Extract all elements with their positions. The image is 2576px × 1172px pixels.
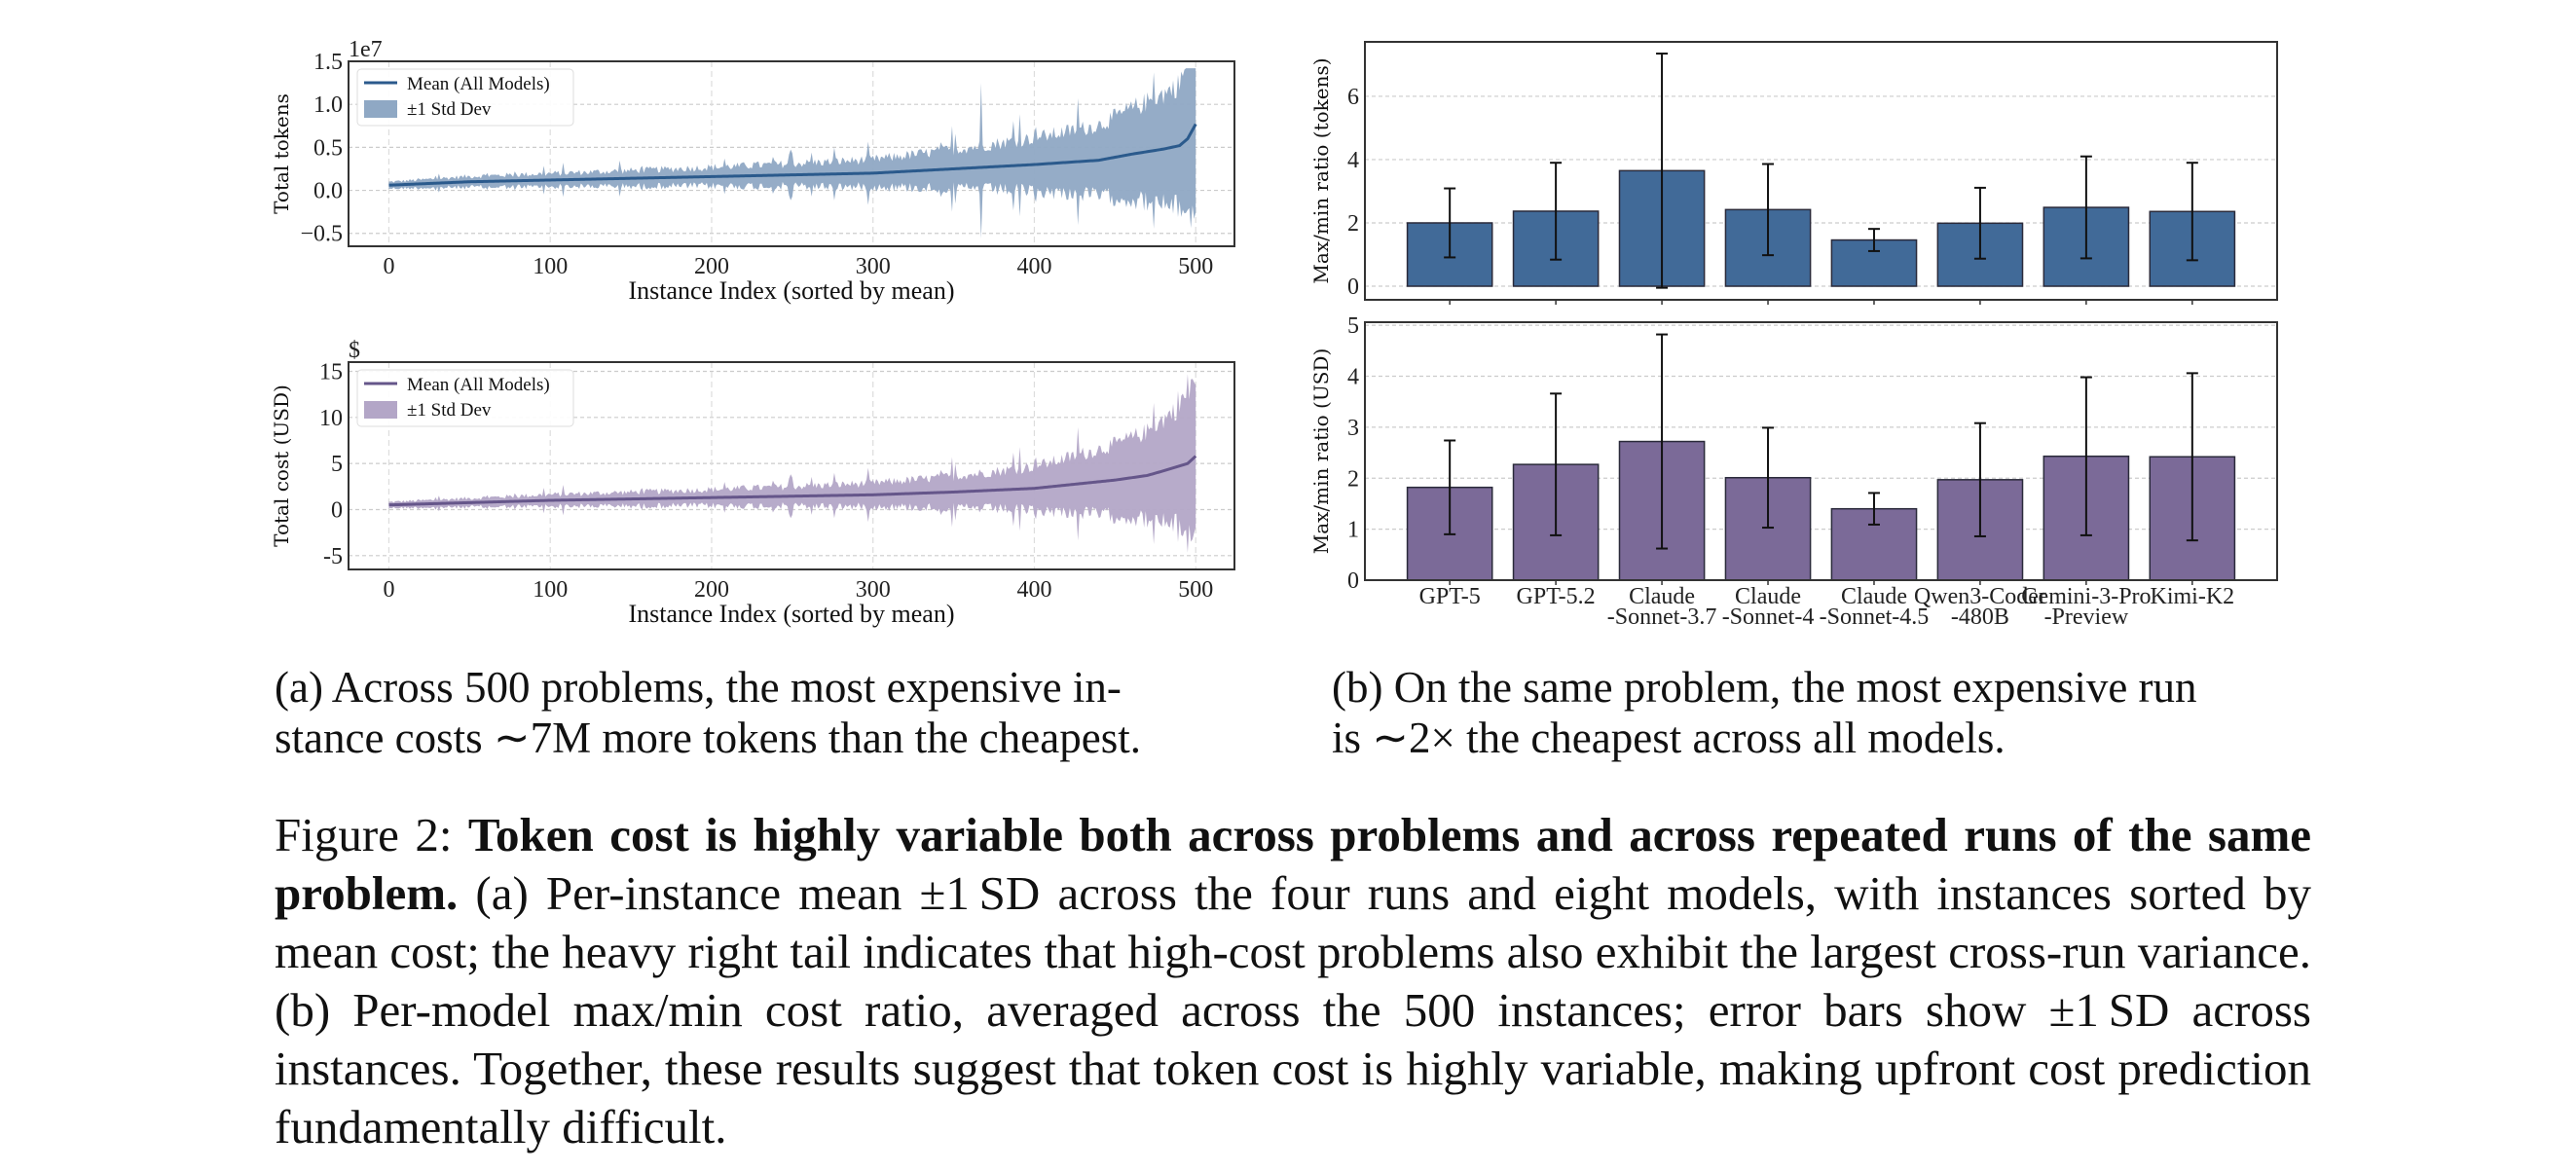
legend: Mean (All Models) ±1 Std Dev [356,369,574,427]
subcaption-b-line1: (b) On the same problem, the most expens… [1332,663,2197,712]
legend: Mean (All Models) ±1 Std Dev [356,68,574,127]
legend-label-std: ±1 Std Dev [407,99,492,120]
y-tick-label: 1.0 [313,92,343,118]
y-tick-label: 0.0 [313,179,343,204]
x-tick-label: GPT-5 [1419,584,1481,609]
mean-line [388,123,1197,187]
mean-line [388,455,1197,507]
figure-caption-body: (a) Per-instance mean ±1 SD across the f… [275,866,2311,1154]
y-tick-label: 4 [1347,365,1359,390]
figure-caption-bold: Token cost is highly variable both acros… [275,808,2312,920]
x-tick-label: Claude [1629,584,1695,609]
x-tick-label: 200 [694,254,729,279]
x-axis-label: Instance Index (sorted by mean) [629,276,955,305]
y-tick-label: -5 [323,544,343,569]
x-tick-label: 400 [1016,254,1051,279]
legend-box [356,369,574,427]
x-tick-label: -Preview [2044,604,2129,630]
y-axis-label: Total tokens [270,93,293,214]
y-tick-label: 0 [1347,275,1359,300]
x-tick-label: -Sonnet-4.5 [1820,604,1930,630]
y-tick-label: 3 [1347,416,1359,441]
figure-label: Figure 2: [275,808,468,861]
plot-frame [1364,321,2278,581]
chart-tokens-bar: 0 2 4 6 Max/min ratio (tokens) [1309,41,2278,305]
y-tick-label: 1.5 [313,50,343,75]
legend-label-std: ±1 Std Dev [407,400,492,421]
plot-frame [348,361,1235,570]
x-tick-label: 0 [383,577,394,603]
x-tick-label: 0 [383,254,394,279]
std-dev-band [388,374,1196,553]
subcaption-b: (b) On the same problem, the most expens… [1332,662,2197,763]
figure-caption: Figure 2: Token cost is highly variable … [275,806,2311,1156]
y-tick-label: 1 [1347,518,1359,543]
y-axis-label: Total cost (USD) [270,385,293,547]
legend-band-swatch [364,401,397,419]
x-tick-label: -Sonnet-3.7 [1607,604,1717,630]
legend-label-mean: Mean (All Models) [407,375,550,395]
x-tick-label: 300 [856,254,891,279]
subcaption-a-line2: stance costs ∼7M more tokens than the ch… [275,714,1141,762]
plot-frame [1364,41,2278,301]
chart-tokens-line: −0.5 0.0 0.5 1.0 1.5 Total tokens 0 100 200 300 40… [270,37,1235,305]
x-tick-label: 100 [533,577,568,603]
chart-cost-line: -5 0 5 10 15 Total cost (USD) 0 100 200 300 400 500… [270,338,1235,628]
y-tick-label: 6 [1347,85,1359,110]
x-tick-label: GPT-5.2 [1517,584,1596,609]
y-tick-label: 0 [1347,568,1359,594]
x-tick-label: Kimi-K2 [2151,584,2235,609]
x-tick-label: 300 [856,577,891,603]
subcaption-b-line2: is ∼2× the cheapest across all models. [1332,714,2006,762]
x-tick-label: 100 [533,254,568,279]
y-tick-label: 5 [331,452,343,477]
y-axis-label: Max/min ratio (tokens) [1309,57,1333,283]
std-dev-band [388,68,1196,239]
y-axis-label: Max/min ratio (USD) [1309,348,1333,555]
y-tick-label: 15 [319,359,343,385]
y-tick-label: 0 [331,497,343,523]
x-tick-label: Claude [1735,584,1801,609]
legend-band-swatch [364,100,397,118]
y-tick-label: 4 [1347,148,1359,173]
x-tick-label: -480B [1951,604,2009,630]
x-tick-label: -Sonnet-4 [1722,604,1815,630]
chart-cost-bar: 0 1 2 3 4 5 Max/min ratio (USD) GPT-5 GPT-5.2 Cla… [1309,313,2278,630]
y-tick-label: 2 [1347,466,1359,492]
y-tick-label: 10 [319,406,343,431]
x-tick-label: 200 [694,577,729,603]
plot-frame [348,60,1235,247]
x-tick-label: Claude [1841,584,1907,609]
x-tick-label: Qwen3-Coder [1914,584,2046,609]
x-tick-label: Gemini-3-Pro [2021,584,2151,609]
y-tick-label: 2 [1347,211,1359,237]
legend-label-mean: Mean (All Models) [407,74,550,94]
x-tick-label: 500 [1178,577,1213,603]
legend-box [356,68,574,127]
offset-label: 1e7 [349,37,383,62]
y-tick-label: 5 [1347,313,1359,339]
offset-label: $ [349,338,360,363]
subcaption-a: (a) Across 500 problems, the most expens… [275,662,1141,763]
x-tick-label: 400 [1016,577,1051,603]
subcaption-a-line1: (a) Across 500 problems, the most expens… [275,663,1122,712]
y-tick-label: 0.5 [313,135,343,161]
x-axis-label: Instance Index (sorted by mean) [629,600,955,628]
x-tick-label: 500 [1178,254,1213,279]
y-tick-label: −0.5 [300,222,343,247]
